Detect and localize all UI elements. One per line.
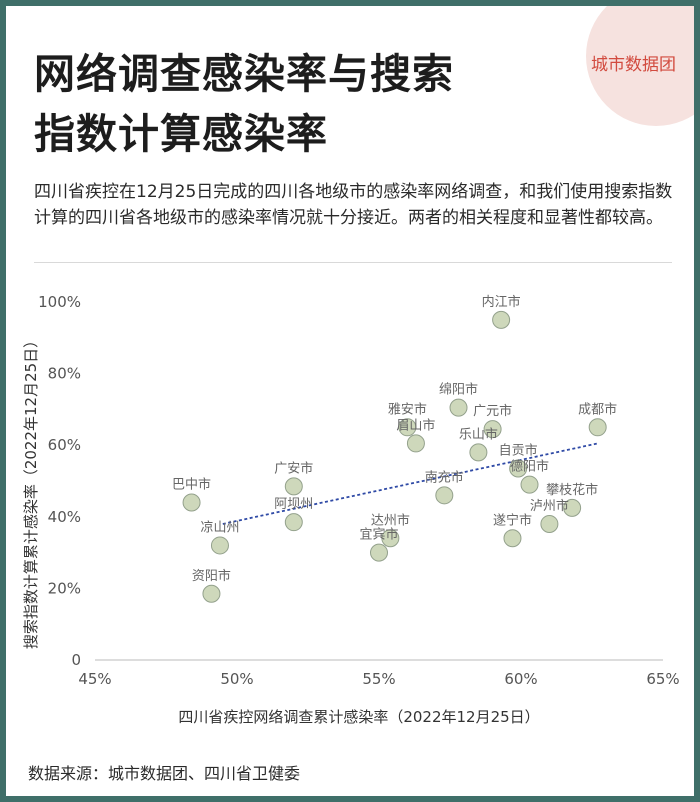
point-label: 巴中市 [172,476,211,492]
y-tick-label: 20% [48,579,81,597]
scatter-point [509,459,528,478]
scatter-point [469,443,488,462]
point-label: 眉山市 [396,417,435,433]
source-note: 数据来源：城市数据团、四川省卫健委 [28,764,301,783]
description: 四川省疾控在12月25日完成的四川各地级市的感染率网络调查，和我们使用搜索指数计… [34,182,673,228]
x-axis-title: 四川省疾控网络调查累计感染率（2022年12月25日） [178,708,539,726]
point-label: 阿坝州 [274,497,313,512]
scatter-point [284,513,303,532]
y-tick-label: 40% [48,508,81,526]
point-label: 雅安市 [388,401,427,417]
x-tick-label: 50% [220,670,253,688]
point-label: 广元市 [473,403,512,419]
page-title: 网络调查感染率与搜索 指数计算感染率 [34,44,554,164]
point-label: 广安市 [274,460,313,476]
point-label: 达州市 [371,512,410,528]
scatter-point [435,486,454,505]
x-tick-label: 60% [504,670,537,688]
divider [34,262,672,263]
scatter-point [370,543,388,562]
y-axis-title: 搜索指数计算累计感染率（2022年12月25日） [22,333,40,649]
point-label: 德阳市 [510,459,549,475]
scatter-point [284,477,303,496]
point-label: 自贡市 [499,442,538,458]
point-label: 成都市 [578,401,617,417]
point-label: 乐山市 [459,426,498,442]
x-tick-label: 55% [362,670,395,688]
brand-name: 城市数据团 [591,55,676,75]
scatter-point [449,398,468,417]
scatter-point [210,536,229,555]
point-label: 凉山州 [200,520,239,535]
scatter-point [406,434,425,453]
scatter-point [483,420,502,439]
point-label: 南充市 [425,469,464,485]
scatter-point [398,418,417,437]
point-label: 内江市 [482,294,521,310]
title-line-2: 指数计算感染率 [34,110,328,158]
scatter-point [540,514,559,533]
y-tick-label: 100% [38,293,81,311]
scatter-point [520,475,539,494]
scatter-point [503,529,522,548]
point-label: 宜宾市 [359,527,398,543]
scatter-point [563,498,582,517]
scatter-point [202,584,221,603]
point-label: 遂宁市 [493,512,532,528]
scatter-point [182,493,201,512]
y-tick-label: 80% [48,365,81,383]
infographic-card: 城市数据团 网络调查感染率与搜索 指数计算感染率 四川省疾控在12月25日完成的… [6,6,694,796]
trend-line [222,442,598,525]
point-label: 攀枝花市 [546,482,598,498]
y-tick-label: 60% [48,436,81,454]
scatter-point [492,310,511,329]
y-tick-label: 0 [71,651,81,669]
x-tick-label: 65% [646,670,679,688]
scatter-point [381,529,400,548]
scatter-point [588,418,607,437]
point-label: 资阳市 [192,568,231,584]
title-line-1: 网络调查感染率与搜索 [34,50,454,98]
point-label: 绵阳市 [439,382,478,398]
point-label: 泸州市 [530,498,569,514]
x-tick-label: 45% [78,670,111,688]
